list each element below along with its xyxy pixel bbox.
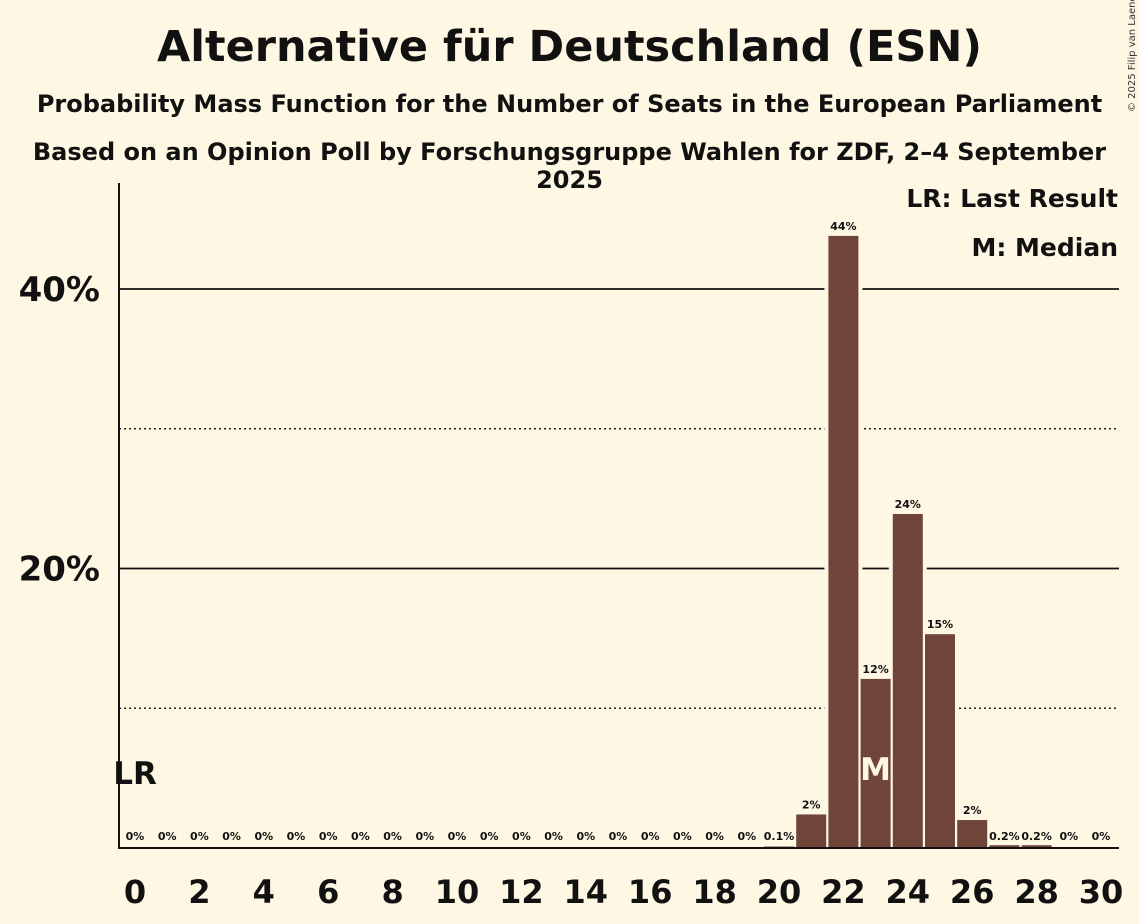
data-label: 2% — [963, 804, 982, 817]
x-tick-label: 0 — [124, 873, 146, 911]
x-tick-label: 28 — [1014, 873, 1059, 911]
last-result-marker: LR — [113, 756, 157, 792]
x-tick-label: 8 — [381, 873, 403, 911]
data-label: 0% — [415, 830, 434, 843]
legend-median: M: Median — [971, 233, 1118, 262]
bar — [860, 678, 891, 848]
data-label: 0% — [609, 830, 628, 843]
data-label: 0.2% — [989, 830, 1020, 843]
data-label: 0.2% — [1021, 830, 1052, 843]
x-tick-label: 4 — [253, 873, 275, 911]
data-label: 0.1% — [764, 830, 795, 843]
data-label: 0% — [737, 830, 756, 843]
x-tick-label: 26 — [950, 873, 995, 911]
data-label: 0% — [222, 830, 241, 843]
bar — [828, 235, 859, 848]
chart-subtitle: Probability Mass Function for the Number… — [36, 90, 1103, 118]
x-tick-label: 30 — [1079, 873, 1124, 911]
data-label: 44% — [830, 220, 856, 233]
x-tick-label: 18 — [692, 873, 737, 911]
bar-halo — [1017, 839, 1056, 848]
data-label: 0% — [480, 830, 499, 843]
data-label: 2% — [802, 798, 821, 811]
data-label: 0% — [158, 830, 177, 843]
x-tick-label: 10 — [435, 873, 480, 911]
x-tick-label: 24 — [886, 873, 931, 911]
data-label: 0% — [448, 830, 467, 843]
data-label: 0% — [287, 830, 306, 843]
bar — [925, 634, 955, 848]
data-label: 15% — [927, 618, 953, 631]
bar — [892, 513, 923, 848]
data-label: 0% — [641, 830, 660, 843]
y-tick-label: 20% — [19, 550, 100, 590]
data-label: 0% — [126, 830, 145, 843]
data-label: 0% — [544, 830, 563, 843]
data-label: 0% — [351, 830, 370, 843]
bar — [796, 814, 827, 848]
median-marker: M — [860, 752, 891, 788]
chart-source-subtitle: Based on an Opinion Poll by Forschungsgr… — [32, 138, 1107, 194]
x-tick-label: 22 — [821, 873, 866, 911]
data-label: 0% — [705, 830, 724, 843]
legend-last-result: LR: Last Result — [906, 184, 1118, 213]
chart-title: Alternative für Deutschland (ESN) — [157, 22, 982, 72]
x-tick-label: 12 — [499, 873, 544, 911]
data-label: 0% — [383, 830, 402, 843]
x-tick-label: 6 — [317, 873, 339, 911]
bar-halo — [985, 839, 1024, 848]
data-label: 0% — [1092, 830, 1111, 843]
data-label: 24% — [895, 498, 921, 511]
data-label: 0% — [1059, 830, 1078, 843]
x-tick-label: 14 — [564, 873, 609, 911]
bar — [957, 820, 988, 848]
data-label: 0% — [254, 830, 273, 843]
data-label: 0% — [512, 830, 531, 843]
y-tick-label: 40% — [19, 270, 100, 310]
bar-halo — [760, 840, 798, 848]
data-label: 12% — [862, 663, 888, 676]
data-label: 0% — [576, 830, 595, 843]
bar — [1021, 845, 1052, 848]
bar — [989, 845, 1020, 848]
x-tick-label: 2 — [188, 873, 210, 911]
data-label: 0% — [190, 830, 209, 843]
x-tick-label: 16 — [628, 873, 673, 911]
x-tick-label: 20 — [757, 873, 802, 911]
data-label: 0% — [673, 830, 692, 843]
data-label: 0% — [319, 830, 338, 843]
